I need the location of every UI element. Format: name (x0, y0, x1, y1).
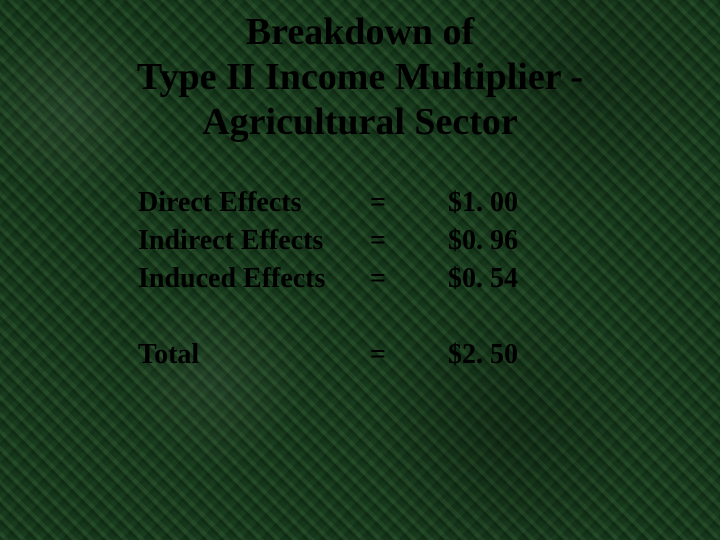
title-line-1: Breakdown of (246, 11, 474, 53)
row-indirect-effects: Indirect Effects = $0. 96 (138, 222, 518, 260)
row-total: Total = $2. 50 (138, 336, 518, 374)
row-gap (138, 298, 518, 336)
title-line-2: Type II Income Multiplier - (137, 56, 583, 98)
eq-total: = (370, 336, 448, 374)
eq-direct: = (370, 184, 448, 222)
effects-table: Direct Effects = $1. 00 Indirect Effects… (138, 184, 720, 373)
label-direct: Direct Effects (138, 184, 370, 222)
slide-title: Breakdown of Type II Income Multiplier -… (30, 10, 690, 144)
label-induced: Induced Effects (138, 260, 370, 298)
value-direct: $1. 00 (448, 184, 518, 222)
eq-induced: = (370, 260, 448, 298)
value-total: $2. 50 (448, 336, 518, 374)
label-indirect: Indirect Effects (138, 222, 370, 260)
value-induced: $0. 54 (448, 260, 518, 298)
slide: Breakdown of Type II Income Multiplier -… (0, 0, 720, 540)
row-induced-effects: Induced Effects = $0. 54 (138, 260, 518, 298)
label-total: Total (138, 336, 370, 374)
eq-indirect: = (370, 222, 448, 260)
value-indirect: $0. 96 (448, 222, 518, 260)
title-line-3: Agricultural Sector (202, 101, 518, 143)
row-direct-effects: Direct Effects = $1. 00 (138, 184, 518, 222)
